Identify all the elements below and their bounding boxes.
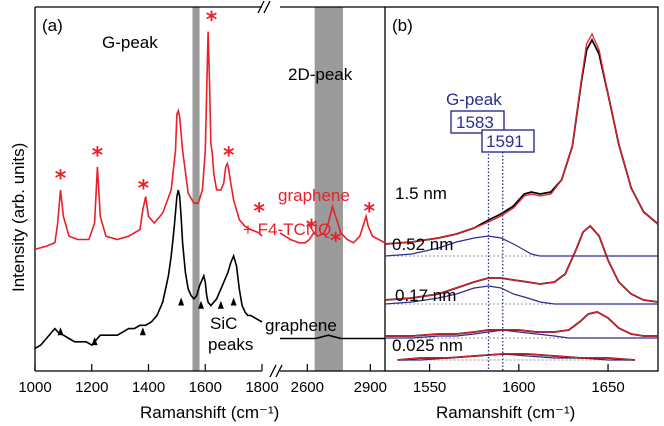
x-axis-label-a: Ramanshift (cm⁻¹) (140, 403, 279, 422)
axis-break-marks (257, 0, 283, 378)
label-1591: 1591 (486, 132, 524, 151)
asterisk-marker: * (92, 143, 104, 168)
asterisk-marker: * (206, 8, 218, 33)
g-peak-component (384, 235, 658, 257)
x-axis-label-b: Ramanshift (cm⁻¹) (436, 403, 575, 422)
panel-b-frame (384, 6, 659, 372)
y-axis-label: Intensity (arb. units) (9, 143, 28, 292)
panel-b-guide-lines (487, 133, 504, 371)
panel-b-g-peak-label: G-peak (446, 90, 502, 109)
series-label-graphene-f4tcnq-line1: graphene (278, 186, 350, 205)
series-label-graphene: graphene (265, 316, 337, 335)
panel-a-x-ticks: 1000 1200 1400 1600 1800 2600 2900 (18, 364, 387, 396)
asterisk-marker: * (330, 229, 342, 254)
fit-curve (384, 225, 659, 303)
fit-curve (385, 311, 658, 337)
x-tick-label: 1200 (75, 379, 108, 396)
panel-a-tag: (a) (42, 16, 63, 35)
x-tick-label: 2600 (291, 379, 324, 396)
asterisk-marker: * (306, 216, 318, 241)
asterisk-marker: * (223, 143, 235, 168)
g-peak-label: G-peak (102, 33, 158, 52)
x-tick-label: 1000 (18, 379, 51, 396)
g-peak-component (385, 329, 658, 339)
label-box-1591 (481, 129, 535, 153)
triangle-marker (139, 327, 146, 336)
asterisk-marker: * (138, 176, 150, 201)
panel-b-tag: (b) (392, 16, 413, 35)
asterisk-marker: * (55, 167, 67, 192)
line-graphene-f4tcnq (34, 31, 263, 251)
peaks-label: peaks (208, 335, 253, 354)
x-tick-label: 2900 (354, 379, 387, 396)
line-graphene-f4tcnq-2d (279, 203, 386, 244)
g-peak-component (397, 353, 635, 361)
x-tick-label: 1550 (413, 379, 446, 396)
sic-label: SiC (210, 314, 237, 333)
line-graphene (34, 189, 263, 350)
line-graphene-2d (280, 334, 385, 340)
asterisk-marker: * (363, 200, 375, 225)
x-tick-label: 1800 (245, 379, 278, 396)
label-1583: 1583 (456, 113, 494, 132)
group-label-0-025nm: 0.025 nm (392, 336, 463, 355)
x-tick-label: 1600 (189, 379, 222, 396)
triangle-marker (197, 300, 204, 309)
g-peak-band (192, 7, 200, 371)
triangle-marker (91, 337, 98, 346)
triangle-marker (57, 327, 64, 336)
triangle-marker (230, 297, 237, 306)
label-box-1583 (450, 110, 505, 134)
panel-b-x-ticks: 1550 1600 1650 (413, 364, 625, 396)
shaded-regions (192, 7, 343, 371)
group-label-1-5nm: 1.5 nm (395, 184, 447, 203)
panel-a-markers: * * * * * * * * * (55, 8, 375, 346)
triangle-marker (178, 297, 185, 306)
triangle-marker (217, 300, 224, 309)
fit-curve (384, 32, 659, 245)
group-label-0-52nm: 0.52 nm (392, 235, 453, 254)
series-label-graphene-f4tcnq-line2: + F4-TCNQ (243, 220, 331, 239)
x-tick-label: 1650 (591, 379, 624, 396)
asterisk-marker: * (253, 200, 265, 225)
x-tick-label: 1400 (132, 379, 165, 396)
2d-peak-label: 2D-peak (288, 65, 353, 84)
g-peak-component (384, 285, 658, 305)
panel-b-spectra (384, 32, 659, 361)
group-label-0-17nm: 0.17 nm (395, 286, 456, 305)
panel-a-series (34, 31, 386, 350)
x-tick-label: 1600 (502, 379, 535, 396)
2d-peak-band (314, 7, 343, 371)
fit-curve (397, 353, 635, 361)
